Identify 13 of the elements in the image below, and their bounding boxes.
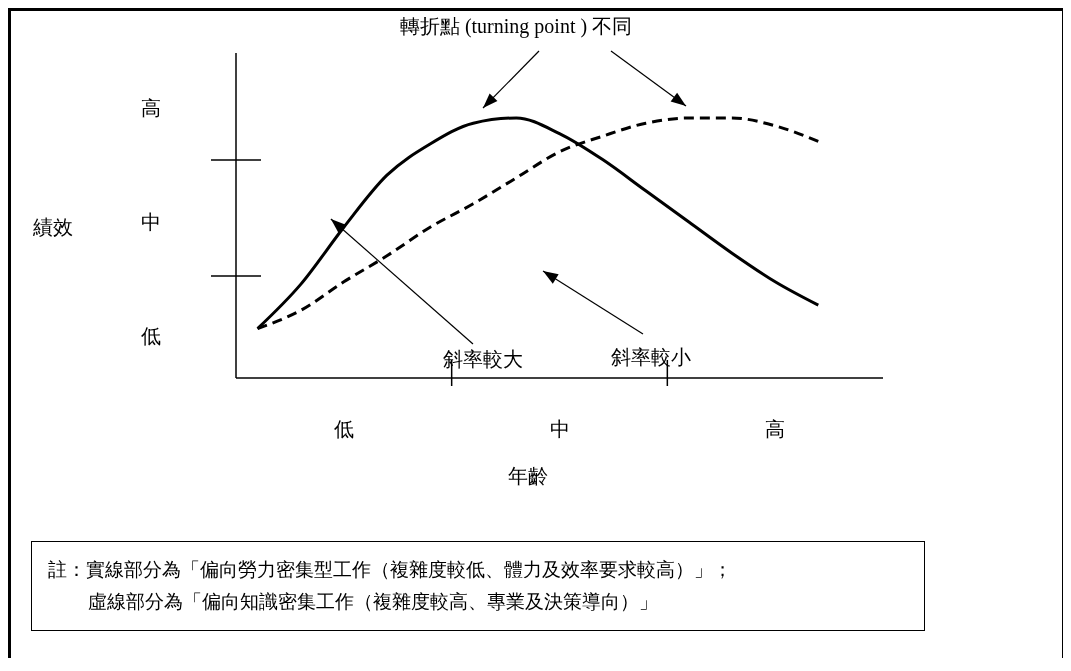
x-tick-label: 中 [549, 418, 570, 440]
annotation: 斜率較小 [611, 345, 691, 370]
x-tick-label: 低 [333, 418, 354, 440]
text: 高 [141, 96, 161, 121]
text: 中 [141, 210, 161, 235]
x-axis-title: 年齡 [508, 464, 548, 489]
text: 低 [141, 324, 161, 349]
text: 轉折點 (turning point ) 不同 [399, 14, 633, 40]
text: 績效 [33, 215, 73, 240]
annotation: 斜率較大 [443, 347, 523, 372]
text: 虛線部分為「偏向知識密集工作（複雜度較高、專業及決策導向）」 [87, 590, 659, 614]
x-tick-label: 高 [765, 418, 786, 440]
text: 註：實線部分為「偏向勞力密集型工作（複雜度較低、體力及效率要求較高）」； [48, 558, 733, 582]
